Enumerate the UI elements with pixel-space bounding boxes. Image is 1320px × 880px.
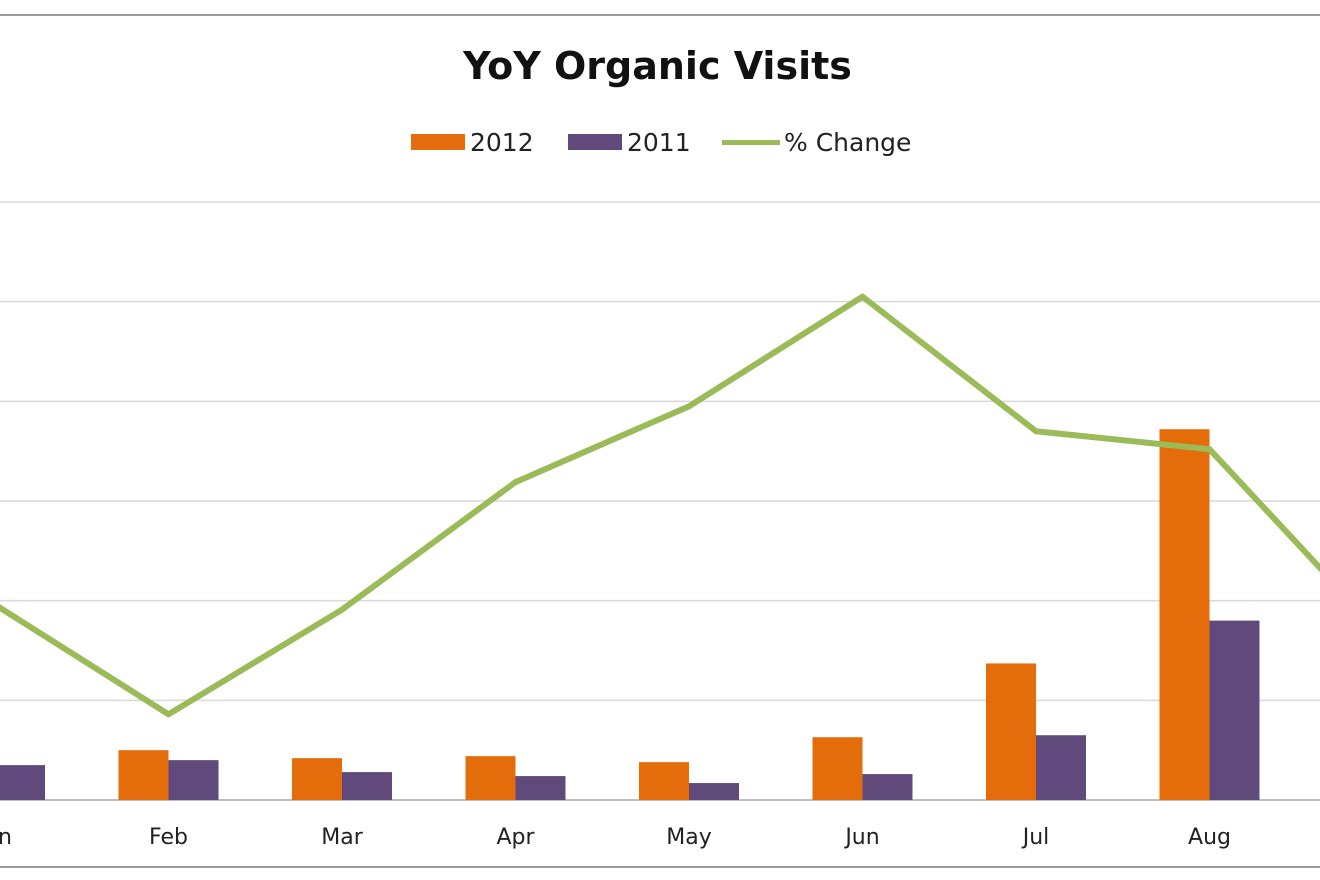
bar-2011-aug [1209, 620, 1260, 800]
legend-item-2011: 2011 [568, 126, 691, 158]
legend-item-pct-change: % Change [722, 126, 911, 158]
line-point-pct-change-mar [339, 606, 345, 613]
x-tick-label-may: May [666, 825, 711, 850]
bar-2012-feb [118, 750, 169, 800]
bar-2011-jan [0, 765, 45, 800]
bar-2011-mar [342, 772, 392, 800]
line-point-pct-change-aug [1206, 446, 1213, 453]
bar-2012-apr [465, 756, 516, 800]
bar-2012-aug [1159, 429, 1210, 800]
x-tick-label-aug: Aug [1188, 825, 1231, 850]
bar-2011-jun [862, 774, 913, 800]
line-point-pct-change-may [686, 403, 692, 410]
x-tick-label-apr: Apr [496, 825, 535, 850]
line-point-pct-change-feb [165, 711, 172, 718]
x-tick-label-jan: Jan [0, 825, 12, 850]
chart-frame-top-border [0, 14, 1320, 16]
line-series-pct-change [0, 293, 1320, 718]
legend-label-pct-change: % Change [784, 127, 912, 157]
chart-title: YoY Organic Visits [463, 44, 852, 88]
bar-2011-apr [515, 776, 566, 800]
x-tick-label-jul: Jul [1021, 825, 1050, 850]
legend-line-pct-change [722, 139, 780, 145]
line-point-pct-change-apr [512, 479, 519, 486]
legend-item-2012: 2012 [411, 126, 534, 158]
line-point-pct-change-jun [859, 293, 866, 300]
legend-swatch-2012 [411, 134, 465, 150]
line-point-pct-change-jul [1033, 428, 1039, 435]
legend-label-2011: 2011 [627, 127, 691, 157]
bar-2012-may [639, 762, 689, 800]
bar-2012-mar [292, 758, 342, 800]
x-tick-label-jun: Jun [843, 825, 879, 850]
chart-legend: 2012 2011 % Change [0, 126, 1315, 158]
legend-label-2012: 2012 [470, 127, 534, 157]
legend-swatch-2011 [568, 134, 622, 150]
bar-2011-jul [1036, 735, 1086, 800]
bar-2011-feb [168, 760, 219, 800]
bar-2012-jul [986, 663, 1036, 800]
x-tick-label-feb: Feb [149, 825, 188, 850]
x-tick-label-mar: Mar [321, 825, 363, 850]
chart-frame-bottom-border [0, 866, 1320, 868]
bar-2011-may [689, 783, 739, 800]
bar-2012-jun [812, 737, 863, 800]
